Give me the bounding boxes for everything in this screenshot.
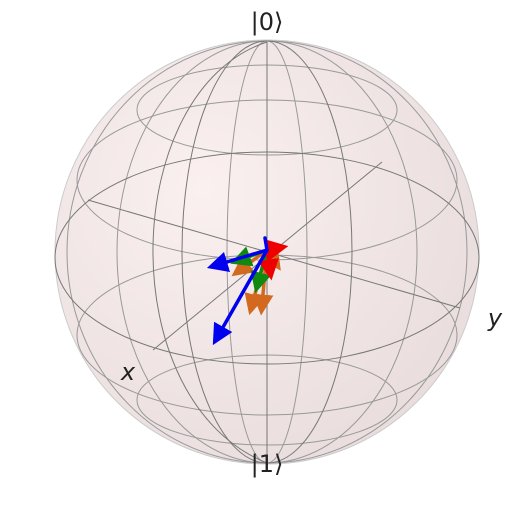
north-label: |0⟩: [251, 8, 284, 36]
y-axis-label: y: [487, 304, 503, 332]
state-vectors: [206, 236, 289, 346]
south-label: |1⟩: [251, 450, 284, 478]
x-axis-label: x: [120, 358, 136, 386]
